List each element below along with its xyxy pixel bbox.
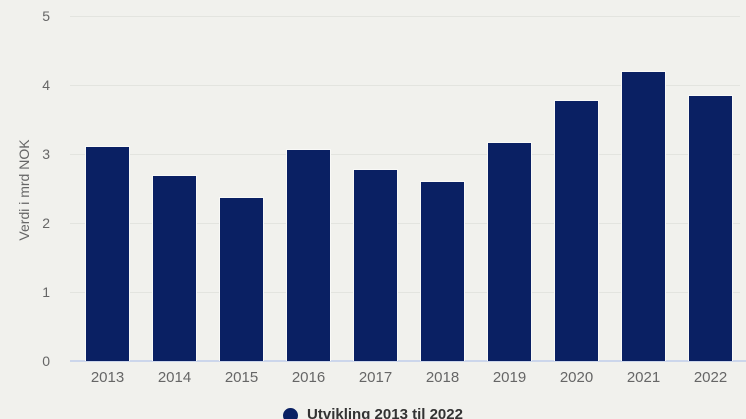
bar-2021 xyxy=(621,71,666,361)
y-axis-tick-label-3: 3 xyxy=(42,146,50,162)
plot-area xyxy=(70,16,740,361)
bar-2015 xyxy=(219,197,264,361)
x-axis-label-2022: 2022 xyxy=(693,369,728,386)
gridline-4 xyxy=(70,85,740,86)
x-axis: 2013 2014 2015 2016 2017 2018 2019 2020 2021 2022 xyxy=(74,369,744,389)
bar-2013 xyxy=(85,146,130,361)
bar-2022 xyxy=(688,95,733,361)
x-axis-label-2015: 2015 xyxy=(224,369,259,386)
legend-circle-icon xyxy=(283,407,299,419)
legend[interactable]: Utvikling 2013 til 2022 xyxy=(0,405,746,419)
gridline-1 xyxy=(70,292,740,293)
bar-series xyxy=(74,16,744,361)
bar-2020 xyxy=(554,100,599,361)
y-axis-tick-label-2: 2 xyxy=(42,215,50,231)
x-axis-line xyxy=(70,360,746,362)
bar-2018 xyxy=(420,181,465,361)
x-axis-label-2013: 2013 xyxy=(90,369,125,386)
bar-2017 xyxy=(353,169,398,361)
bar-2019 xyxy=(487,142,532,361)
x-axis-label-2016: 2016 xyxy=(291,369,326,386)
legend-label: Utvikling 2013 til 2022 xyxy=(307,406,463,419)
x-axis-label-2020: 2020 xyxy=(559,369,594,386)
gridline-2 xyxy=(70,223,740,224)
bar-2014 xyxy=(152,175,197,361)
gridline-5 xyxy=(70,16,740,17)
x-axis-label-2017: 2017 xyxy=(358,369,393,386)
x-axis-label-2019: 2019 xyxy=(492,369,527,386)
x-axis-label-2018: 2018 xyxy=(425,369,460,386)
bar-2016 xyxy=(286,149,331,361)
y-axis-tick-label-0: 0 xyxy=(42,353,50,369)
x-axis-label-2014: 2014 xyxy=(157,369,192,386)
y-axis-tick-label-1: 1 xyxy=(42,284,50,300)
x-axis-label-2021: 2021 xyxy=(626,369,661,386)
gridline-3 xyxy=(70,154,740,155)
y-axis-tick-label-5: 5 xyxy=(42,8,50,24)
y-axis-tick-label-4: 4 xyxy=(42,77,50,93)
